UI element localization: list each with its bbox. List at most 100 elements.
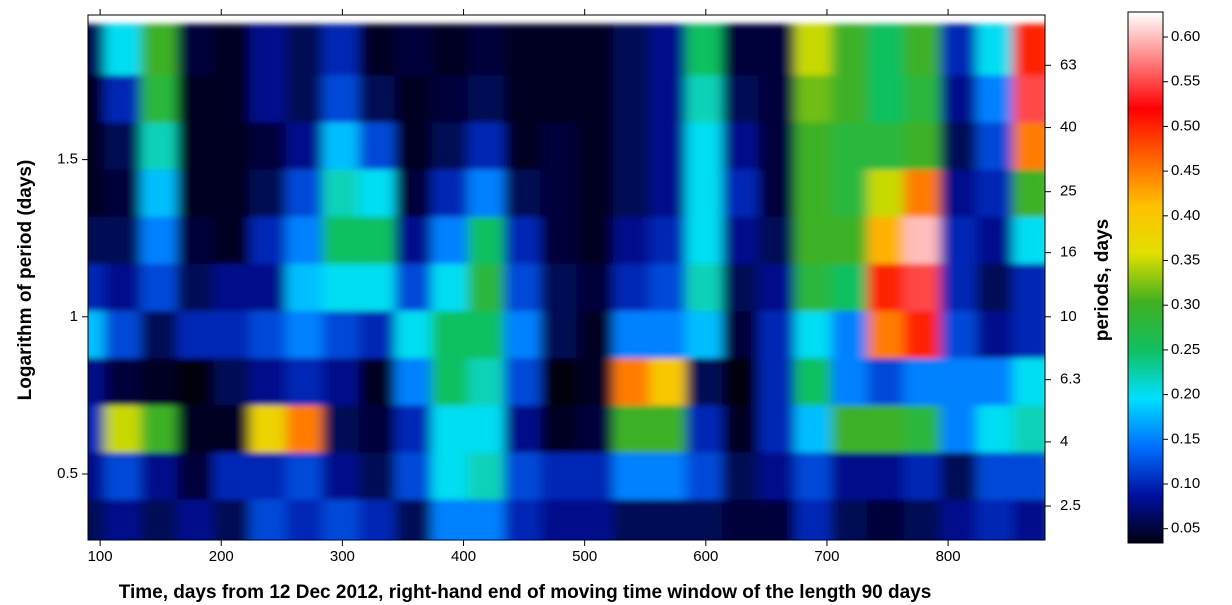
heat-cell	[286, 71, 326, 122]
heat-cell	[940, 165, 980, 216]
heat-cell	[649, 496, 689, 547]
heat-cell	[359, 260, 399, 311]
heat-cell	[795, 496, 835, 547]
y2-tick-label: 2.5	[1060, 497, 1081, 514]
heat-cell	[250, 213, 290, 264]
heat-cell	[395, 307, 435, 358]
heat-cell	[904, 496, 944, 547]
colorbar-tick-label: 0.05	[1171, 520, 1200, 537]
heat-cell	[359, 165, 399, 216]
heat-cell	[177, 71, 217, 122]
heat-cell	[976, 118, 1016, 169]
heat-cell	[940, 213, 980, 264]
heat-cell	[867, 71, 907, 122]
y2-axis-title: periods, days	[1092, 219, 1113, 342]
heat-cell	[831, 260, 871, 311]
x-tick-label: 100	[88, 548, 113, 565]
y2-tick-label: 25	[1060, 183, 1077, 200]
heat-cell	[904, 24, 944, 75]
heat-cell	[649, 260, 689, 311]
heat-cell	[649, 448, 689, 499]
heat-cell	[795, 401, 835, 452]
heat-cell	[250, 307, 290, 358]
heat-cell	[504, 118, 544, 169]
heat-cell	[213, 213, 253, 264]
heat-cell	[613, 401, 653, 452]
heat-cell	[940, 24, 980, 75]
heat-cell	[359, 24, 399, 75]
heat-cell	[613, 71, 653, 122]
heatmap-cells	[68, 24, 1053, 547]
chart: Time, days from 12 Dec 2012, right-hand …	[0, 0, 1232, 605]
heat-cell	[722, 354, 762, 405]
heat-cell	[141, 24, 181, 75]
heat-cell	[940, 71, 980, 122]
heat-cell	[940, 401, 980, 452]
heat-cell	[686, 260, 726, 311]
heat-cell	[940, 448, 980, 499]
heat-cell	[431, 448, 471, 499]
heat-cell	[686, 448, 726, 499]
heat-cell	[540, 71, 580, 122]
heat-cell	[504, 24, 544, 75]
heat-cell	[686, 401, 726, 452]
heat-cell	[758, 401, 798, 452]
heat-cell	[649, 165, 689, 216]
heat-cell	[758, 448, 798, 499]
heat-cell	[686, 24, 726, 75]
heat-cell	[613, 496, 653, 547]
heat-cell	[613, 260, 653, 311]
heat-cell	[540, 213, 580, 264]
heat-cell	[104, 354, 144, 405]
heat-cell	[940, 496, 980, 547]
heat-cell	[540, 448, 580, 499]
colorbar-tick-label: 0.25	[1171, 341, 1200, 358]
colorbar-tick-label: 0.40	[1171, 207, 1200, 224]
heat-cell	[904, 354, 944, 405]
heat-cell	[867, 165, 907, 216]
heat-cell	[322, 24, 362, 75]
y-axis-title: Logarithm of period (days)	[15, 160, 36, 401]
heat-cell	[686, 71, 726, 122]
heat-cell	[286, 307, 326, 358]
colorbar-tick-label: 0.35	[1171, 251, 1200, 268]
heat-cell	[213, 165, 253, 216]
heat-cell	[758, 24, 798, 75]
heat-cell	[904, 260, 944, 311]
heat-cell	[141, 71, 181, 122]
heat-cell	[867, 213, 907, 264]
heat-cell	[322, 260, 362, 311]
heat-cell	[795, 260, 835, 311]
heat-cell	[395, 496, 435, 547]
heat-cell	[577, 213, 617, 264]
heat-cell	[177, 118, 217, 169]
heat-cell	[468, 213, 508, 264]
heat-cell	[250, 448, 290, 499]
colorbar-tick-label: 0.30	[1171, 296, 1200, 313]
heat-cell	[758, 354, 798, 405]
heat-cell	[104, 496, 144, 547]
heat-cell	[468, 307, 508, 358]
heat-cell	[141, 354, 181, 405]
heat-cell	[540, 118, 580, 169]
heat-cell	[649, 118, 689, 169]
heat-cell	[468, 260, 508, 311]
heat-cell	[177, 213, 217, 264]
heat-cell	[867, 401, 907, 452]
heat-cell	[104, 213, 144, 264]
heat-cell	[104, 448, 144, 499]
heat-cell	[686, 307, 726, 358]
heat-cell	[395, 71, 435, 122]
heat-cell	[795, 307, 835, 358]
heat-cell	[686, 354, 726, 405]
heat-cell	[322, 165, 362, 216]
heat-cell	[504, 496, 544, 547]
heat-cell	[577, 24, 617, 75]
heat-cell	[758, 260, 798, 311]
x-tick-label: 800	[936, 548, 961, 565]
heat-cell	[468, 354, 508, 405]
heat-cell	[250, 496, 290, 547]
heat-cell	[395, 165, 435, 216]
heat-cell	[577, 118, 617, 169]
y-tick-label: 1.5	[57, 151, 78, 168]
